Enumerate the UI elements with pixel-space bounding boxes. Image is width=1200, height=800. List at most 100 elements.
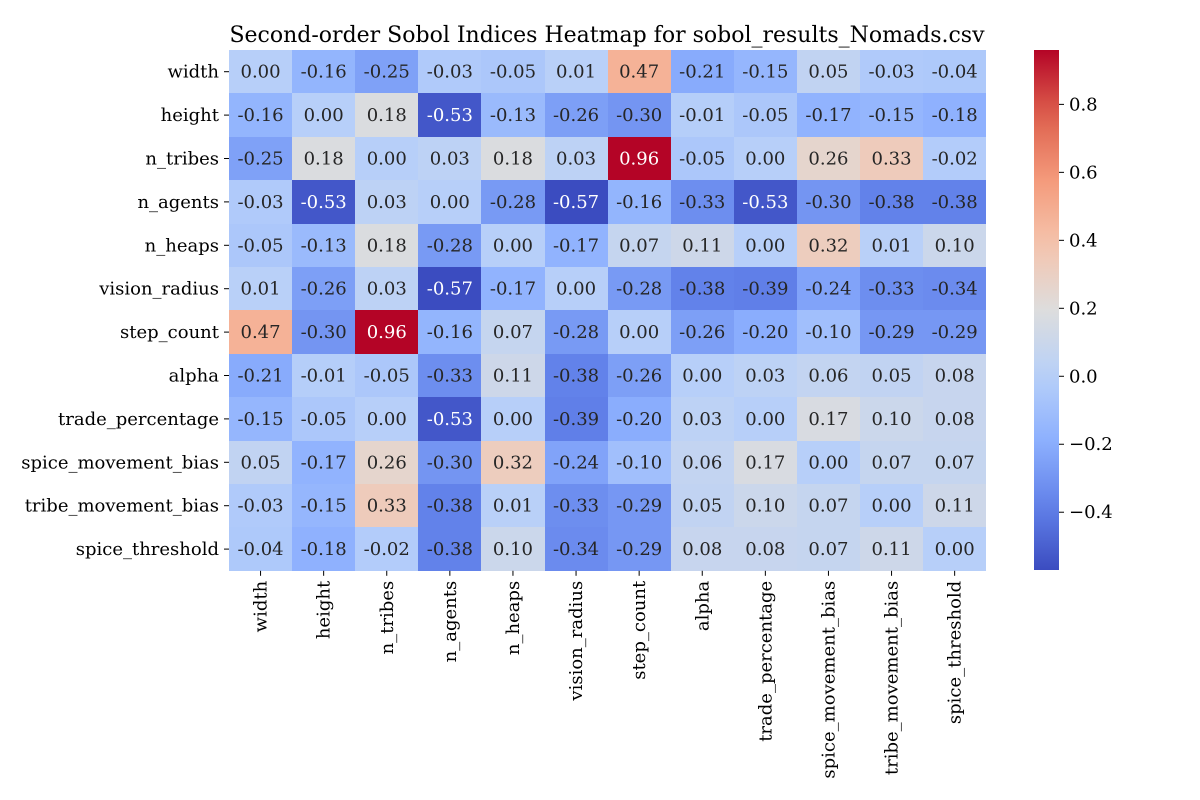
- cell-value-label: 0.17: [745, 452, 785, 473]
- cell-value-label: -0.15: [237, 409, 283, 430]
- heatmap-cell-tribe-movement-bias-n-tribes: [355, 484, 418, 527]
- heatmap-cell-n-heaps-n-agents: [418, 224, 481, 267]
- cell-value-label: -0.38: [868, 192, 914, 213]
- cell-value-label: -0.39: [553, 409, 599, 430]
- cell-value-label: -0.18: [301, 539, 347, 560]
- heatmap-cell-tribe-movement-bias-spice-movement-bias: [797, 484, 860, 527]
- cell-value-label: 0.00: [745, 235, 785, 256]
- heatmap-cell-n-agents-tribe-movement-bias: [860, 180, 923, 224]
- heatmap-cell-height-alpha: [671, 93, 734, 137]
- cell-value-label: 0.47: [241, 322, 281, 343]
- heatmap-cell-height-trade-percentage: [734, 93, 797, 137]
- column-label-trade-percentage: trade_percentage: [755, 581, 776, 742]
- cell-value-label: 0.03: [682, 409, 722, 430]
- heatmap-cell-step-count-spice-movement-bias: [797, 310, 860, 354]
- cell-value-label: 0.07: [935, 452, 975, 473]
- heatmap-cell-tribe-movement-bias-vision-radius: [545, 484, 608, 527]
- cell-value-label: 0.01: [872, 235, 912, 256]
- cell-value-label: 0.07: [493, 322, 533, 343]
- heatmap-cell-tribe-movement-bias-alpha: [671, 484, 734, 527]
- cell-value-label: 0.07: [619, 235, 659, 256]
- cell-value-label: 0.07: [808, 496, 848, 517]
- heatmap-cell-width-n-heaps: [481, 50, 545, 93]
- cell-value-label: 0.26: [367, 452, 407, 473]
- cell-value-label: 0.18: [367, 105, 407, 126]
- heatmap-cell-trade-percentage-spice-movement-bias: [797, 397, 860, 441]
- cell-value-label: -0.30: [805, 192, 851, 213]
- cell-value-label: 0.00: [745, 149, 785, 170]
- colorbar-tick-label: 0.0: [1069, 366, 1098, 387]
- cell-value-label: -0.17: [553, 235, 599, 256]
- heatmap-cell-step-count-spice-threshold: [923, 310, 986, 354]
- heatmap-cell-spice-threshold-trade-percentage: [734, 527, 797, 571]
- heatmap-cell-trade-percentage-alpha: [671, 397, 734, 441]
- cell-value-label: -0.38: [679, 279, 725, 300]
- cell-value-label: -0.29: [616, 496, 662, 517]
- cell-value-label: -0.13: [490, 105, 536, 126]
- heatmap-cell-alpha-spice-movement-bias: [797, 354, 860, 397]
- heatmap-cell-spice-movement-bias-step-count: [608, 441, 671, 484]
- cell-value-label: 0.00: [367, 149, 407, 170]
- cell-value-label: -0.30: [616, 105, 662, 126]
- cell-value-label: -0.01: [301, 366, 347, 387]
- heatmap-cell-height-width: [229, 93, 292, 137]
- row-tick-labels: width height n_tribes n_agents n_heapsvision…: [21, 62, 229, 560]
- cell-value-label: -0.20: [742, 322, 788, 343]
- heatmap-cell-n-tribes-vision-radius: [545, 137, 608, 180]
- colorbar-tick-label: −0.2: [1069, 434, 1113, 455]
- cell-value-label: 0.10: [745, 496, 785, 517]
- cell-value-label: 0.10: [935, 235, 975, 256]
- cell-value-label: 0.03: [367, 192, 407, 213]
- heatmap-cell-height-spice-threshold: [923, 93, 986, 137]
- heatmap-cell-spice-threshold-spice-movement-bias: [797, 527, 860, 571]
- cell-value-label: -0.26: [553, 105, 599, 126]
- heatmap-cell-n-heaps-trade-percentage: [734, 224, 797, 267]
- cell-value-label: 0.03: [367, 279, 407, 300]
- row-label-n-tribes: n_tribes: [145, 149, 219, 170]
- cell-value-label: 0.00: [682, 366, 722, 387]
- cell-value-label: -0.15: [301, 496, 347, 517]
- cell-value-label: 0.11: [872, 539, 912, 560]
- heatmap-cell-height-spice-movement-bias: [797, 93, 860, 137]
- heatmap-cell-n-tribes-n-tribes: [355, 137, 418, 180]
- cell-value-label: -0.18: [932, 105, 978, 126]
- heatmap-cell-vision-radius-width: [229, 267, 292, 310]
- cell-value-label: -0.29: [616, 539, 662, 560]
- column-label-tribe-movement-bias: tribe_movement_bias: [882, 581, 903, 775]
- cell-value-label: -0.04: [932, 62, 978, 83]
- heatmap-cell-width-tribe-movement-bias: [860, 50, 923, 93]
- heatmap-cell-trade-percentage-width: [229, 397, 292, 441]
- cell-value-label: -0.17: [490, 279, 536, 300]
- cell-value-label: 0.18: [367, 235, 407, 256]
- heatmap-cell-width-spice-threshold: [923, 50, 986, 93]
- heatmap-cell-spice-movement-bias-spice-movement-bias: [797, 441, 860, 484]
- heatmap-cell-width-width: [229, 50, 292, 93]
- heatmap-cell-n-tribes-alpha: [671, 137, 734, 180]
- heatmap-cell-spice-threshold-n-tribes: [355, 527, 418, 571]
- cell-value-label: -0.33: [679, 192, 725, 213]
- cell-value-label: -0.16: [427, 322, 473, 343]
- heatmap-cell-vision-radius-step-count: [608, 267, 671, 310]
- cell-value-label: 0.10: [872, 409, 912, 430]
- heatmap-cell-n-tribes-height: [292, 137, 355, 180]
- cell-value-label: 0.00: [808, 452, 848, 473]
- heatmap-cell-n-heaps-step-count: [608, 224, 671, 267]
- cell-value-label: -0.21: [679, 62, 725, 83]
- cell-value-label: -0.01: [679, 105, 725, 126]
- column-label-step-count: step_count: [629, 580, 650, 680]
- heatmap-cell-vision-radius-alpha: [671, 267, 734, 310]
- cell-value-label: 0.00: [556, 279, 596, 300]
- heatmap-cell-spice-movement-bias-n-heaps: [481, 441, 545, 484]
- cell-value-label: -0.38: [932, 192, 978, 213]
- cell-value-label: 0.00: [367, 409, 407, 430]
- heatmap-cell-spice-movement-bias-n-tribes: [355, 441, 418, 484]
- heatmap-cell-vision-radius-n-agents: [418, 267, 481, 310]
- heatmap-cell-alpha-spice-threshold: [923, 354, 986, 397]
- cell-value-label: 0.08: [935, 409, 975, 430]
- cell-value-label: 0.01: [493, 496, 533, 517]
- heatmap-cell-vision-radius-vision-radius: [545, 267, 608, 310]
- heatmap-cell-spice-threshold-n-heaps: [481, 527, 545, 571]
- cell-value-label: -0.04: [237, 539, 283, 560]
- heatmap-cell-alpha-height: [292, 354, 355, 397]
- cell-value-label: -0.13: [301, 235, 347, 256]
